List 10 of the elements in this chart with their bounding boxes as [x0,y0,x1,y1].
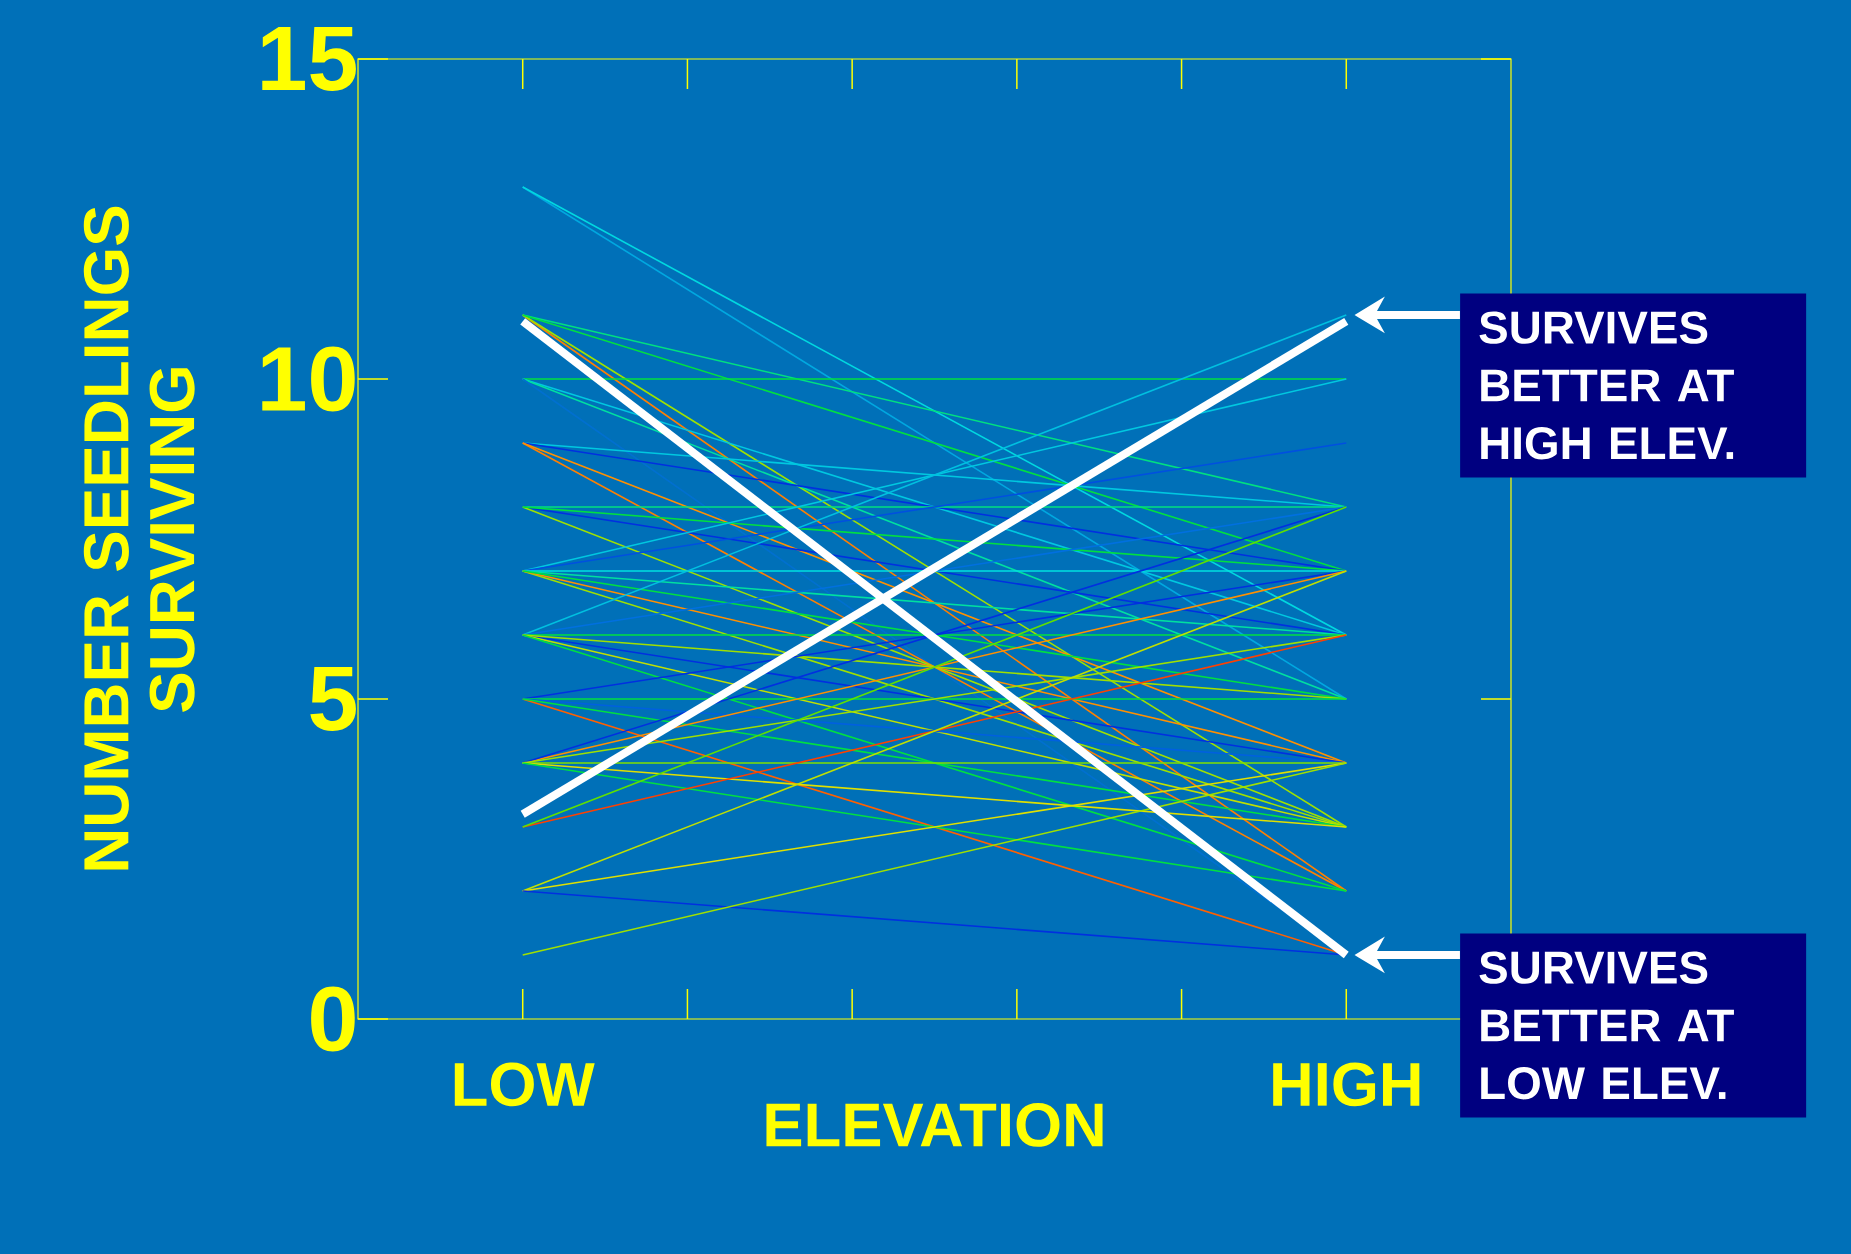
annotation: SURVIVES BETTER AT LOW ELEV. [1479,951,1734,1100]
y-tick-label: 10 [262,346,355,412]
x-axis-title: ELEVATION [766,1103,1103,1147]
annotation: SURVIVES BETTER AT HIGH ELEV. [1479,311,1734,460]
y-axis-title: NUMBER SEEDLINGS SURVIVING [83,206,195,870]
x-tick-label: HIGH [1273,1062,1420,1107]
y-tick-label: 15 [262,27,356,91]
y-tick-label: 5 [310,667,356,731]
y-tick-label: 0 [311,986,355,1052]
x-tick-label: LOW [454,1062,595,1107]
